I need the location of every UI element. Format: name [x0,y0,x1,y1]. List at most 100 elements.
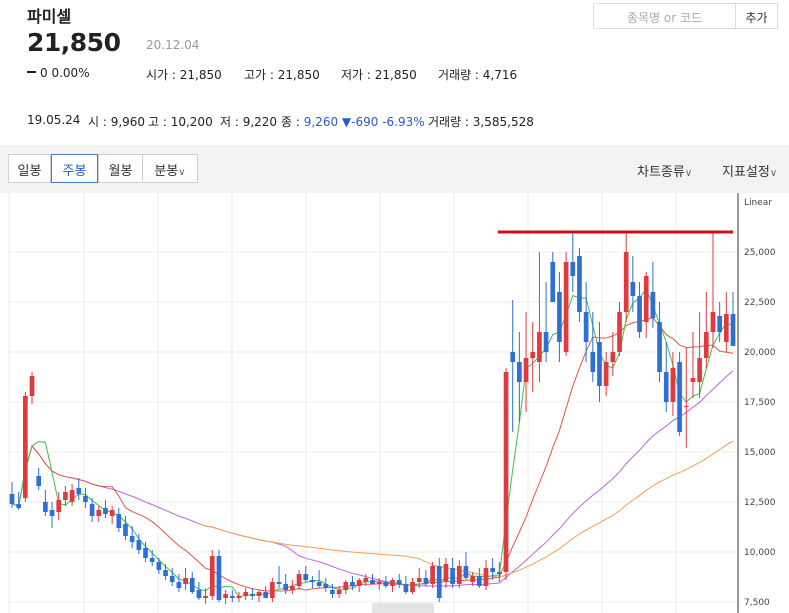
history-date: 19.05.24 [27,113,81,127]
flat-icon [27,70,36,73]
candle-body [383,582,389,586]
candle-body [363,578,369,582]
candle-body [169,576,175,582]
scrollbar-thumb [372,603,434,613]
candle-body [256,592,262,596]
candle-body [390,580,395,586]
chevron-down-icon: ∨ [684,168,693,179]
candle-body [510,352,516,362]
candle-body [683,406,689,407]
candle-body [336,590,342,594]
candle-body [697,358,702,382]
candle-body [303,574,309,580]
candle-body [670,368,676,402]
candle-body [570,262,576,276]
history-change: ▼-690 [341,115,379,129]
current-price: 21,850 [27,28,121,57]
candle-body [503,372,509,572]
candle-body [323,584,329,588]
candle-body [183,578,188,584]
y-tick-label: 10,000 [744,548,776,558]
candle-body [343,582,349,590]
candle-body [69,490,75,502]
history-close: 종 : 9,260 ▼-690 -6.93% [281,113,425,130]
tab-minute[interactable]: 분봉∨ [142,154,198,183]
candle-body [149,558,155,562]
candle-body [283,584,289,590]
candle-body [396,580,402,584]
candle-body [630,282,636,296]
candle-body [463,566,469,578]
candle-body [229,596,235,598]
candle-body [9,494,15,504]
tab-weekly[interactable]: 주봉 [51,154,98,183]
candle-body [109,510,115,516]
chart-svg: 25,000 22,500 20,000 17,500 15,000 12,500 10,0… [8,193,776,613]
candle-body [456,566,462,584]
candle-body [710,312,716,332]
y-tick-label: 22,500 [744,298,776,308]
candle-body [537,332,542,362]
history-low: 저 : 9,220 [220,115,278,129]
candle-body [296,574,302,586]
candle-body [29,376,35,396]
candle-body [717,316,722,332]
tab-minute-label: 분봉 [154,164,179,179]
candle-body [690,378,696,382]
candle-body [497,572,502,574]
tab-monthly[interactable]: 월봉 [98,154,143,183]
candle-body [637,296,642,332]
y-tick-label: 15,000 [744,448,776,458]
ma20-line [11,317,734,592]
indicator-label: 지표설정 [722,165,770,180]
candle-body [410,582,415,592]
candle-body [623,252,629,312]
scale-label: Linear [744,198,772,208]
candle-body [470,576,475,582]
candle-body [49,510,55,516]
candle-body [603,362,609,386]
candle-body [263,592,269,598]
history-volume: 거래량 : 3,585,528 [428,115,534,129]
candle-body [643,276,649,322]
candle-body [236,596,242,598]
candle-body [723,314,729,342]
candle-body [416,578,422,582]
volume: 거래량 : 4,716 [438,68,518,82]
candle-body [156,562,162,570]
candle-body [730,314,736,346]
y-tick-label: 7,500 [744,598,770,608]
candle-body [83,496,88,502]
candle-body [290,586,295,590]
candlestick-chart[interactable]: 25,000 22,500 20,000 17,500 15,000 12,500 10,0… [0,193,789,613]
y-tick-label: 25,000 [744,248,776,258]
add-button[interactable]: 추가 [736,3,778,29]
change-percent: 0.00% [51,66,90,80]
candle-body [243,592,248,596]
search-input[interactable]: 종목명 or 코드 [593,3,736,29]
high-price: 고가 : 21,850 [244,68,320,82]
candle-body [310,580,315,582]
candle-body [176,582,182,588]
low-price: 저가 : 21,850 [341,68,417,82]
candle-body [517,362,522,382]
chart-type-dropdown[interactable]: 차트종류∨ [637,161,692,180]
chart-toolbar: 일봉 주봉 월봉 분봉∨ 차트종류∨ 지표설정∨ [0,145,789,193]
candle-body [663,372,669,402]
candle-body [143,548,148,558]
indicator-settings-dropdown[interactable]: 지표설정∨ [722,161,777,180]
candle-body [223,594,228,598]
price-change: 0 0.00% [27,66,90,80]
candle-body [563,262,569,352]
candle-body [557,292,562,342]
history-high: 고 : 10,200 [148,115,213,129]
candle-body [270,582,275,598]
candle-body [590,352,596,372]
candle-body [189,578,195,592]
change-amount: 0 [40,66,48,80]
y-tick-label: 20,000 [744,348,776,358]
candle-body [523,358,529,382]
tab-daily[interactable]: 일봉 [8,154,51,183]
ma5-line [11,287,734,598]
candle-body [129,536,135,542]
